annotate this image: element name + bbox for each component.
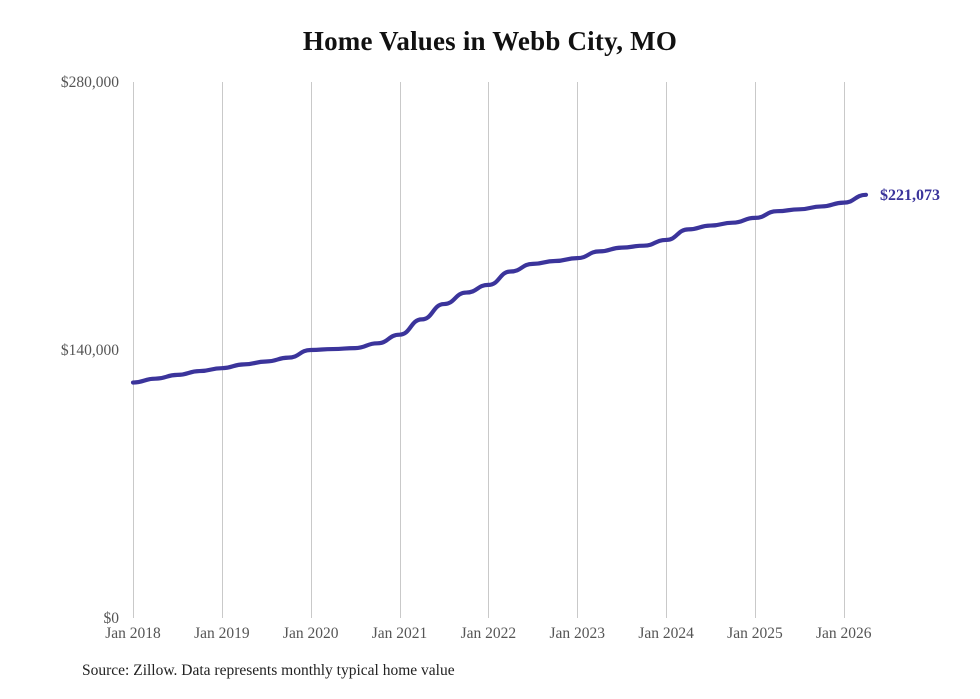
y-axis-tick-label: $0 <box>104 610 120 627</box>
x-axis-tick-label: Jan 2026 <box>816 625 872 642</box>
data-series-group <box>130 192 869 385</box>
x-axis-tick-label: Jan 2025 <box>727 625 783 642</box>
source-note: Source: Zillow. Data represents monthly … <box>82 662 455 679</box>
x-axis-tick-label: Jan 2020 <box>283 625 339 642</box>
x-axis-tick-label: Jan 2021 <box>372 625 428 642</box>
y-axis-tick-labels: $0 $140,000 $280,000 <box>61 74 119 627</box>
x-axis-tick-labels: Jan 2018 Jan 2019 Jan 2020 Jan 2021 Jan 2022… <box>105 625 872 642</box>
y-axis-tick-label: $280,000 <box>61 74 119 91</box>
x-axis-tick-label: Jan 2022 <box>461 625 517 642</box>
x-gridlines <box>133 82 845 618</box>
end-value-annotation: $221,073 <box>880 187 940 204</box>
x-axis-tick-label: Jan 2024 <box>638 625 694 642</box>
x-axis-tick-label: Jan 2018 <box>105 625 161 642</box>
x-axis-tick-label: Jan 2019 <box>194 625 250 642</box>
home-value-line <box>130 192 869 385</box>
y-axis-tick-label: $140,000 <box>61 342 119 359</box>
chart-title: Home Values in Webb City, MO <box>302 26 678 56</box>
x-axis-tick-label: Jan 2023 <box>549 625 605 642</box>
